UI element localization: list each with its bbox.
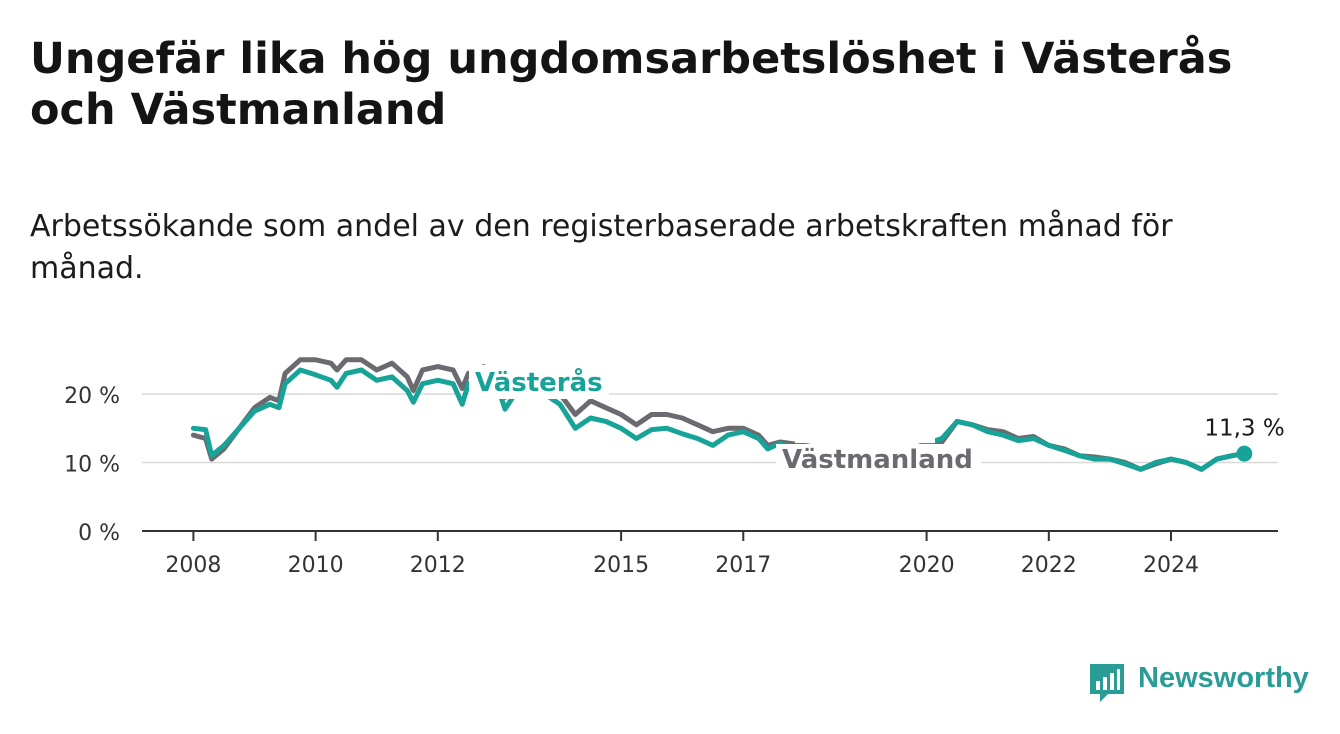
newsworthy-logo-text: Newsworthy <box>1138 662 1309 694</box>
series-label-vastmanland: Västmanland <box>782 445 973 475</box>
x-tick-label: 2020 <box>899 553 955 578</box>
y-tick-label: 0 % <box>78 521 120 546</box>
series-line-vasteras <box>190 367 1247 472</box>
y-axis-ticks: 0 % 10 % 20 % <box>64 384 120 546</box>
series-labels: Västerås Västmanland 11,3 % <box>469 365 1285 482</box>
end-point-marker <box>1236 445 1253 462</box>
label-halo <box>776 444 981 482</box>
series-label-vasteras: Västerås <box>475 366 603 398</box>
y-tick-label: 10 % <box>64 453 120 478</box>
x-tick-label: 2017 <box>715 553 771 578</box>
youth-unemployment-line-chart: 0 % 10 % 20 % Västerås Västmanland 11,3 % 20… <box>64 357 1285 578</box>
end-value-label: 11,3 % <box>1204 416 1284 442</box>
newsworthy-logo[interactable]: Newsworthy <box>1088 660 1318 706</box>
x-tick-label: 2024 <box>1143 553 1199 578</box>
series-line-vastmanland <box>190 357 1247 472</box>
y-tick-label: 20 % <box>64 384 120 409</box>
grid-lines <box>142 393 1278 464</box>
page-title: Ungefär lika hög ungdomsarbetslöshet i V… <box>30 34 1233 135</box>
label-halo <box>795 423 935 443</box>
label-halo <box>469 365 609 399</box>
x-tick-label: 2012 <box>410 553 466 578</box>
series-lines <box>190 357 1247 472</box>
x-axis-ticks: 2008 2010 2012 2015 2017 2020 2022 2024 <box>165 531 1199 578</box>
x-tick-label: 2022 <box>1021 553 1077 578</box>
newsworthy-logo-icon <box>1090 664 1124 702</box>
x-tick-label: 2015 <box>593 553 649 578</box>
x-tick-label: 2010 <box>288 553 344 578</box>
chart-subtitle: Arbetssökande som andel av den registerb… <box>30 209 1173 286</box>
x-tick-label: 2008 <box>165 553 221 578</box>
